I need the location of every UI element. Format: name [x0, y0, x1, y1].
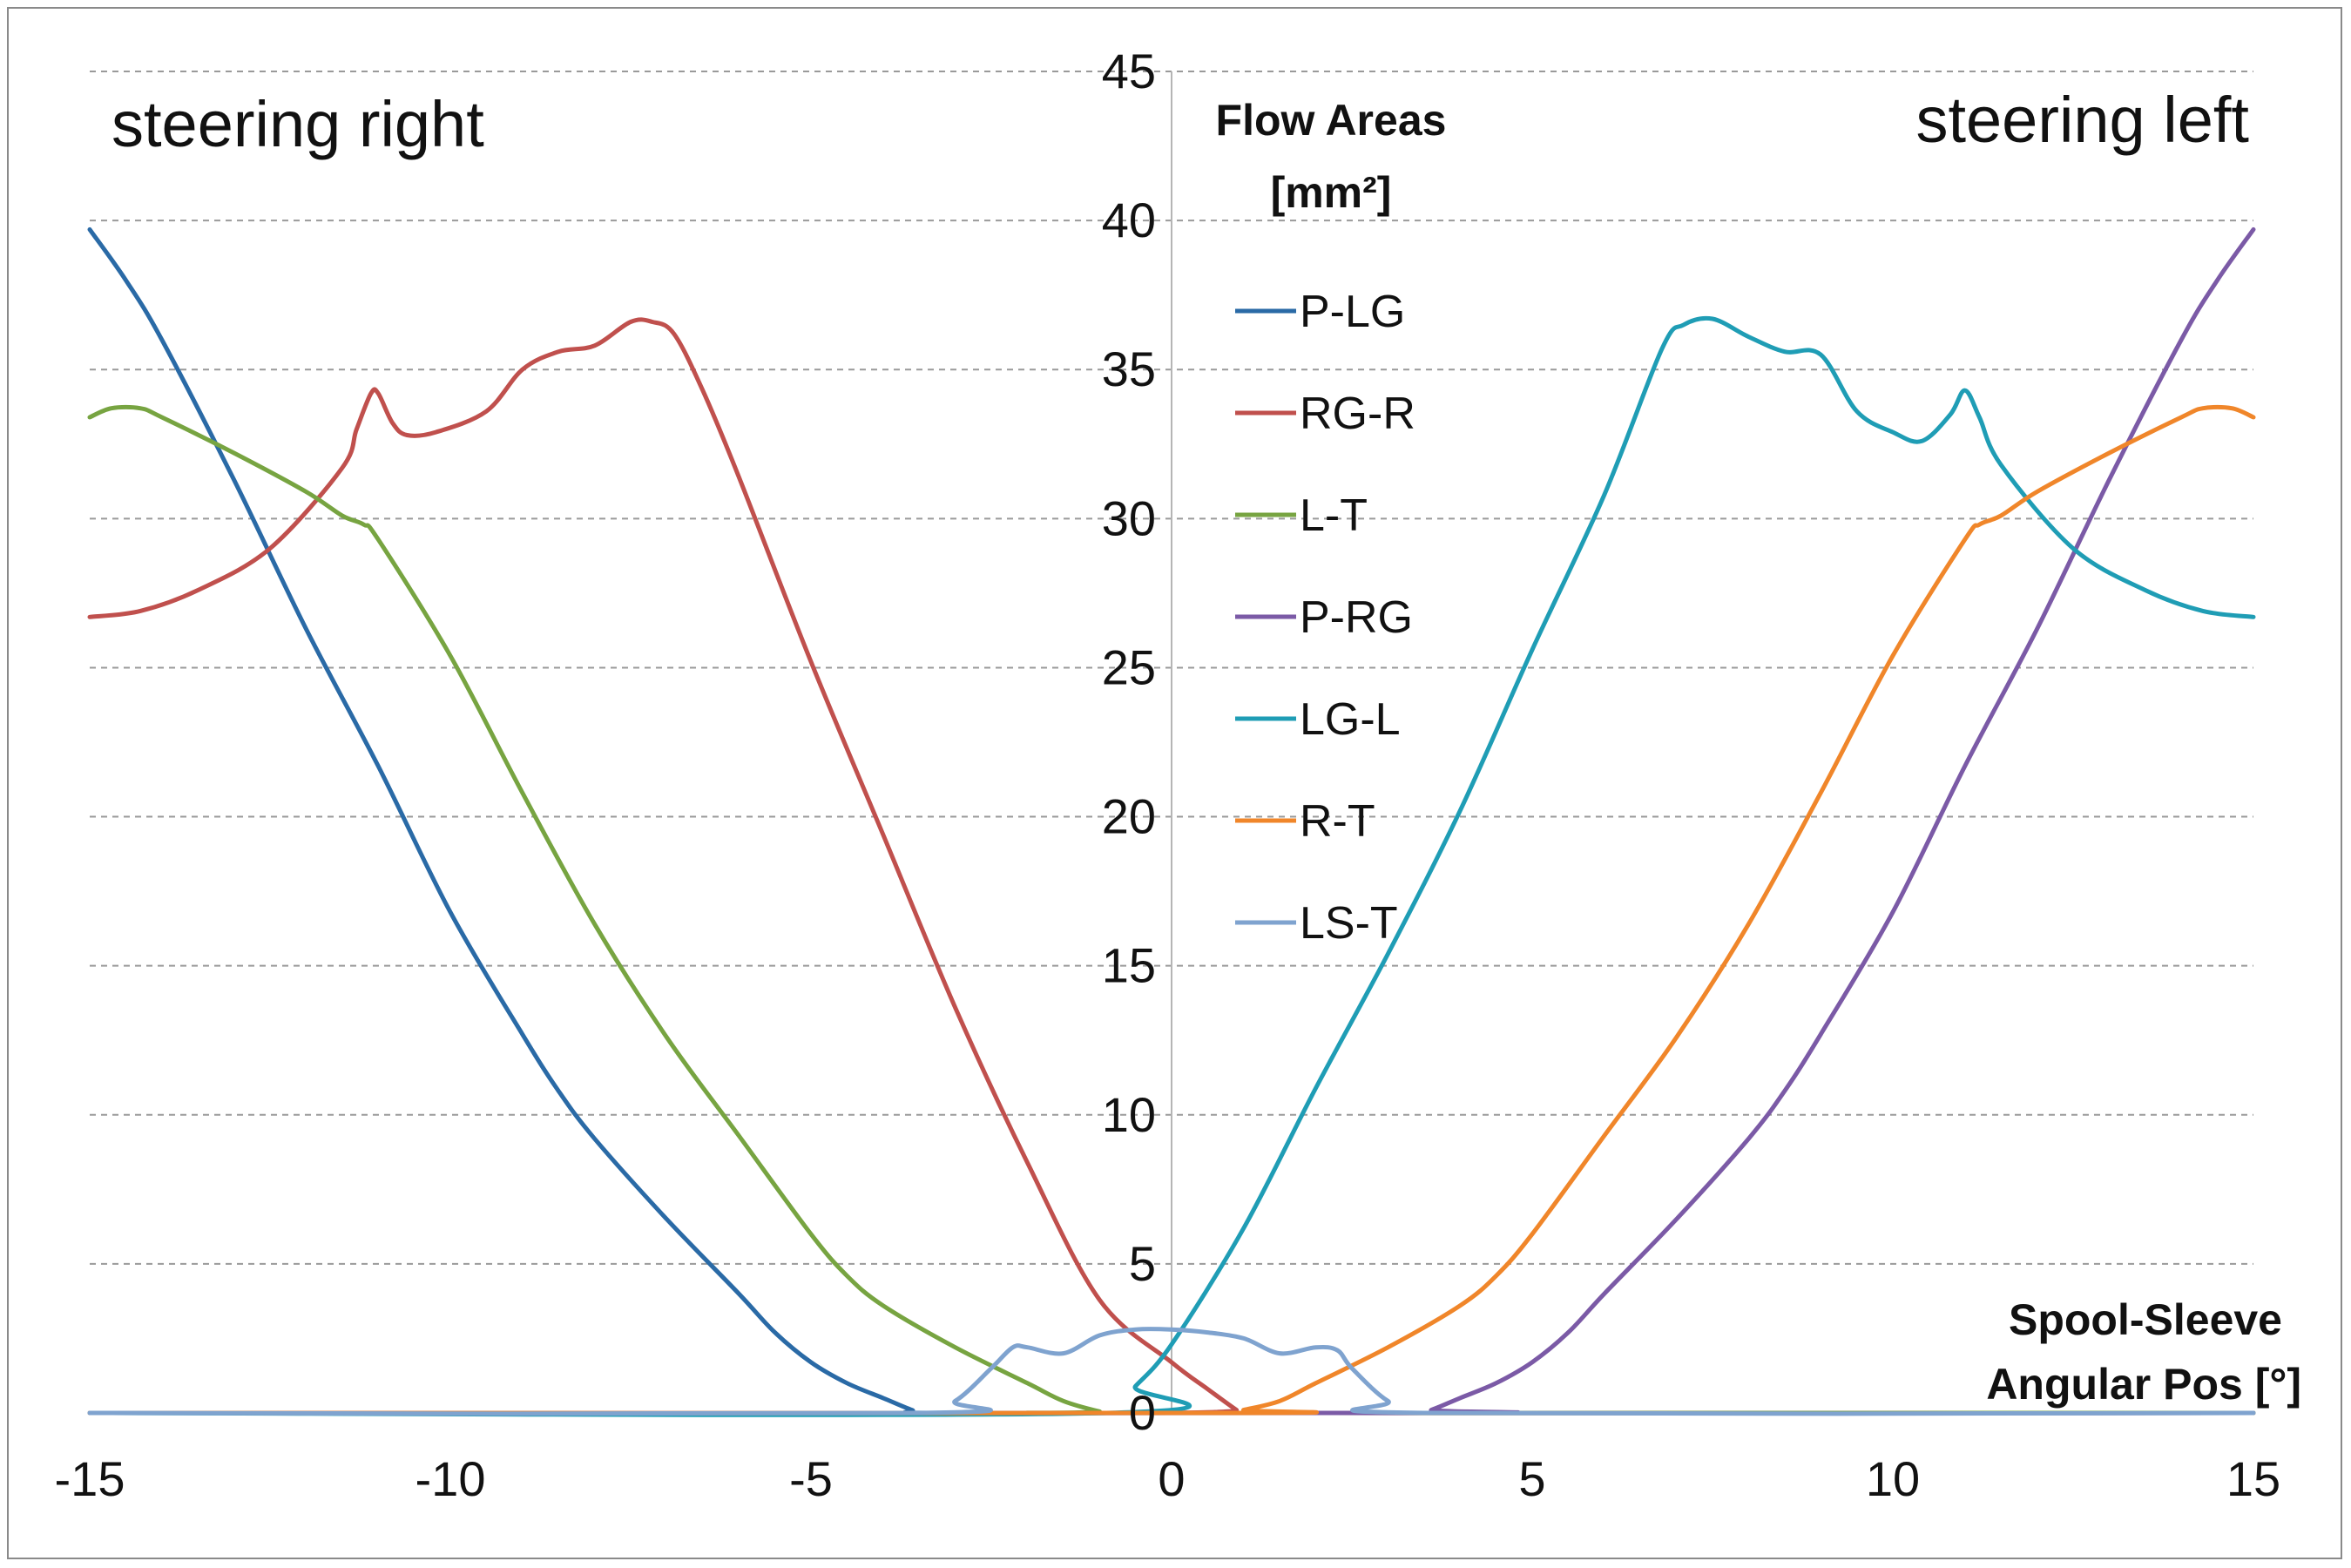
x-tick-label: -5 — [789, 1451, 833, 1506]
x-axis-title-line2: Angular Pos [°] — [1986, 1360, 2301, 1409]
annotation-steering-right: steering right — [111, 88, 484, 160]
y-tick-label: 45 — [1102, 44, 1156, 98]
x-axis-title-line1: Spool-Sleeve — [2009, 1295, 2282, 1344]
y-tick-label: 30 — [1102, 490, 1156, 545]
tick-labels: 0 5 10 15 20 25 30 35 40 45 -15 -10 -5 0 5 10 15 — [55, 44, 2281, 1506]
series-line-r-t — [87, 404, 2256, 1416]
legend-label-r-t: R-T — [1300, 796, 1375, 847]
series-line-lg-l — [87, 315, 2256, 1417]
legend: P-LG RG-R L-T P-RG LG-L R-T LS-T — [1235, 287, 1415, 949]
chart-frame — [7, 7, 2342, 1559]
legend-label-p-rg: P-RG — [1300, 592, 1413, 643]
x-tick-label: 15 — [2226, 1451, 2280, 1506]
x-tick-label: -10 — [415, 1451, 486, 1506]
y-tick-label: 40 — [1102, 193, 1156, 247]
legend-label-lg-l: LG-L — [1300, 694, 1401, 745]
x-tick-label: -15 — [55, 1451, 125, 1506]
x-tick-label: 10 — [1866, 1451, 1920, 1506]
legend-label-ls-t: LS-T — [1300, 898, 1398, 949]
series-lines — [87, 226, 2256, 1417]
y-tick-label: 20 — [1102, 789, 1156, 844]
x-tick-label: 5 — [1518, 1451, 1545, 1506]
x-tick-label: 0 — [1158, 1451, 1185, 1506]
y-tick-label: 35 — [1102, 341, 1156, 396]
y-tick-label: 5 — [1129, 1236, 1156, 1291]
legend-label-p-lg: P-LG — [1300, 287, 1405, 337]
y-tick-label: 15 — [1102, 938, 1156, 993]
legend-label-l-t: L-T — [1300, 490, 1368, 541]
y-axis-title-line1: Flow Areas — [1216, 96, 1447, 145]
axes — [90, 71, 2253, 1414]
annotation-steering-left: steering left — [1915, 84, 2249, 156]
series-line-rg-r — [87, 317, 2256, 1416]
y-tick-label: 25 — [1102, 639, 1156, 694]
y-axis-title-line2: [mm²] — [1271, 168, 1392, 217]
legend-label-rg-r: RG-R — [1300, 389, 1415, 439]
y-tick-label: 0 — [1129, 1385, 1156, 1440]
series-line-ls-t — [87, 1327, 2256, 1416]
y-tick-label: 10 — [1102, 1087, 1156, 1142]
